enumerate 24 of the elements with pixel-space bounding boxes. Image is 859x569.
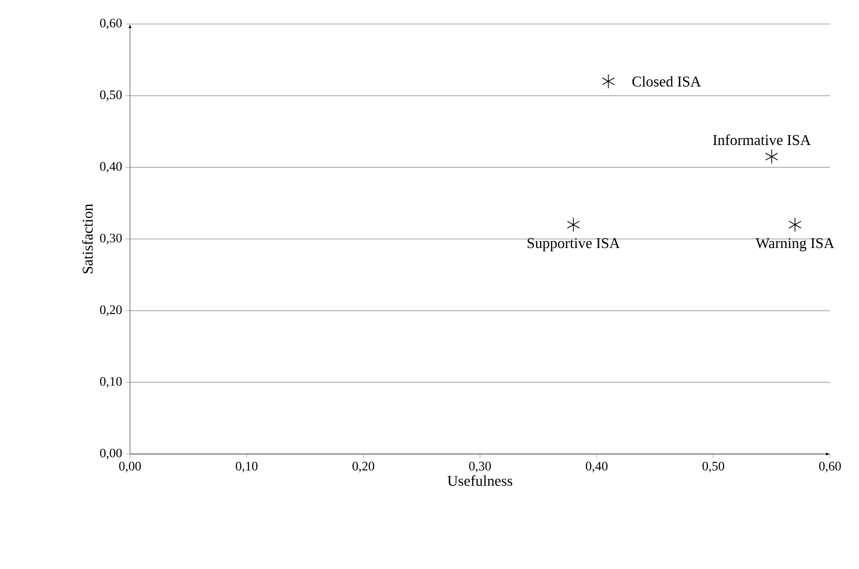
annotation: Closed ISA <box>632 76 701 87</box>
point <box>566 217 580 232</box>
x-tick-label: 0,10 <box>236 462 258 472</box>
x-axis-title: Usefulness <box>448 475 512 486</box>
x-tick-label: 0,60 <box>819 462 841 472</box>
point <box>788 217 802 232</box>
point <box>765 149 778 164</box>
annotation: Informative ISA <box>713 134 811 146</box>
y-axis-title: Satisfaction <box>82 204 93 274</box>
y-tick-label: 0,50 <box>100 90 122 101</box>
y-tick-label: 0,60 <box>100 18 122 30</box>
x-tick-label: 0,40 <box>586 462 608 472</box>
x-tick-label: 0,30 <box>469 462 491 472</box>
y-tick-label: 0,40 <box>100 162 122 173</box>
x-tick-label: 0,50 <box>702 462 724 472</box>
point <box>602 74 615 89</box>
annotation: Warning ISA <box>756 238 834 252</box>
y-tick-label: 0,00 <box>100 448 122 460</box>
y-tick-label: 0,20 <box>100 305 122 316</box>
y-tick-label: 0,10 <box>100 377 122 388</box>
x-tick-label: 0,00 <box>119 462 141 472</box>
y-tick-label: 0,30 <box>100 234 122 244</box>
annotation: Supportive ISA <box>528 238 620 252</box>
x-tick-label: 0,20 <box>352 462 374 472</box>
